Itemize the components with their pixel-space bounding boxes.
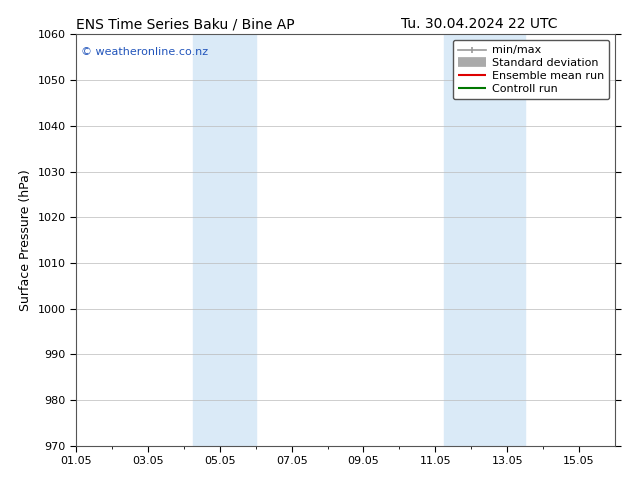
Y-axis label: Surface Pressure (hPa): Surface Pressure (hPa): [19, 169, 32, 311]
Text: ENS Time Series Baku / Bine AP: ENS Time Series Baku / Bine AP: [76, 17, 295, 31]
Bar: [193, 34, 256, 446]
Legend: min/max, Standard deviation, Ensemble mean run, Controll run: min/max, Standard deviation, Ensemble me…: [453, 40, 609, 99]
Text: © weatheronline.co.nz: © weatheronline.co.nz: [81, 47, 209, 57]
Text: Tu. 30.04.2024 22 UTC: Tu. 30.04.2024 22 UTC: [401, 17, 558, 31]
Bar: [444, 34, 525, 446]
